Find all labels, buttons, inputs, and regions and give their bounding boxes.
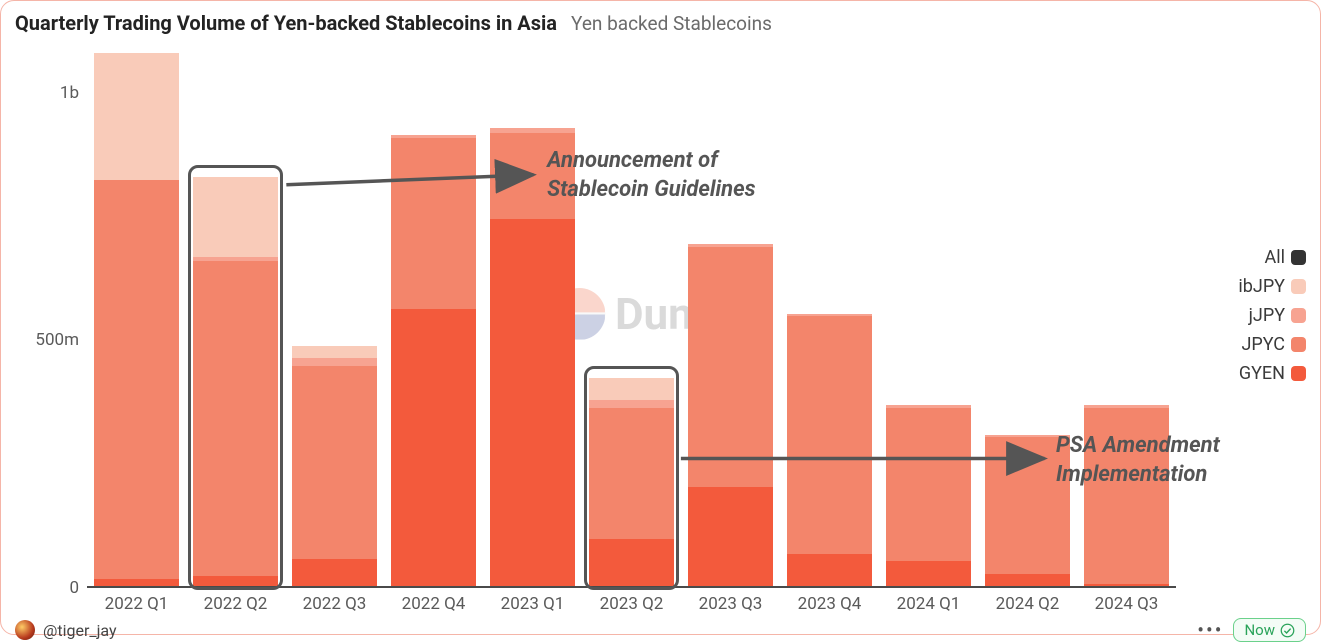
- stacked-bar[interactable]: [787, 314, 872, 586]
- bar-slot: [186, 43, 285, 586]
- bar-slot: [384, 43, 483, 586]
- y-tick-label: 500m: [35, 330, 79, 350]
- bar-slot: [582, 43, 681, 586]
- bar-slot: [87, 43, 186, 586]
- stacked-bar[interactable]: [688, 244, 773, 586]
- bar-segment-JPYC[interactable]: [985, 437, 1070, 573]
- checkmark-circle-icon: [1280, 623, 1295, 638]
- x-tick-label: 2024 Q2: [978, 594, 1077, 614]
- bar-slot: [879, 43, 978, 586]
- bar-segment-ibJPY[interactable]: [94, 53, 179, 179]
- x-tick-label: 2022 Q1: [87, 594, 186, 614]
- bar-segment-GYEN[interactable]: [589, 539, 674, 586]
- bar-slot: [780, 43, 879, 586]
- y-axis: 0500m1b: [15, 43, 87, 588]
- legend-label: All: [1265, 247, 1286, 268]
- bars-row: [87, 43, 1176, 586]
- legend-item-jJPY[interactable]: jJPY: [1188, 305, 1306, 326]
- x-tick-label: 2024 Q1: [879, 594, 978, 614]
- bar-segment-JPYC[interactable]: [292, 366, 377, 559]
- x-tick-label: 2023 Q4: [780, 594, 879, 614]
- legend-item-ibJPY[interactable]: ibJPY: [1188, 276, 1306, 297]
- bar-segment-GYEN[interactable]: [688, 487, 773, 586]
- stacked-bar[interactable]: [193, 177, 278, 586]
- bar-segment-JPYC[interactable]: [886, 408, 971, 562]
- bar-segment-JPYC[interactable]: [688, 247, 773, 487]
- x-axis-labels: 2022 Q12022 Q22022 Q32022 Q42023 Q12023 …: [87, 594, 1176, 614]
- stacked-bar[interactable]: [391, 135, 476, 586]
- bar-slot: [978, 43, 1077, 586]
- legend-label: ibJPY: [1238, 276, 1285, 297]
- bar-segment-GYEN[interactable]: [1084, 584, 1169, 586]
- stacked-bar[interactable]: [94, 53, 179, 586]
- legend-item-all[interactable]: All: [1188, 247, 1306, 268]
- bar-segment-JPYC[interactable]: [94, 180, 179, 579]
- bar-segment-ibJPY[interactable]: [193, 177, 278, 256]
- chart-title: Quarterly Trading Volume of Yen-backed S…: [15, 11, 557, 35]
- legend-swatch-icon: [1291, 308, 1306, 323]
- chart-card: Quarterly Trading Volume of Yen-backed S…: [0, 0, 1321, 635]
- bar-segment-JPYC[interactable]: [589, 408, 674, 539]
- legend: All ibJPY jJPY JPYC GYEN: [1176, 43, 1306, 588]
- bar-segment-ibJPY[interactable]: [589, 378, 674, 400]
- bar-slot: [285, 43, 384, 586]
- x-tick-label: 2023 Q3: [681, 594, 780, 614]
- bar-segment-GYEN[interactable]: [985, 574, 1070, 586]
- plot-area: Dune Announcement ofStablecoin Guideline…: [87, 43, 1176, 588]
- y-tick-label: 0: [69, 578, 79, 598]
- x-tick-label: 2022 Q3: [285, 594, 384, 614]
- x-tick-label: 2023 Q2: [582, 594, 681, 614]
- stacked-bar[interactable]: [886, 405, 971, 586]
- legend-swatch-icon: [1291, 337, 1306, 352]
- stacked-bar[interactable]: [490, 128, 575, 586]
- legend-label: jJPY: [1249, 305, 1285, 326]
- x-tick-label: 2022 Q2: [186, 594, 285, 614]
- bar-segment-JPYC[interactable]: [787, 316, 872, 554]
- now-label: Now: [1244, 621, 1275, 639]
- author[interactable]: @tiger_jay: [15, 620, 117, 640]
- chart-subtitle: Yen backed Stablecoins: [571, 12, 772, 35]
- legend-label: JPYC: [1241, 334, 1285, 355]
- legend-item-JPYC[interactable]: JPYC: [1188, 334, 1306, 355]
- bar-slot: [1077, 43, 1176, 586]
- bar-slot: [483, 43, 582, 586]
- x-tick-label: 2024 Q3: [1077, 594, 1176, 614]
- stacked-bar[interactable]: [589, 378, 674, 586]
- bar-segment-GYEN[interactable]: [391, 309, 476, 586]
- bar-segment-GYEN[interactable]: [292, 559, 377, 586]
- legend-label: GYEN: [1239, 363, 1285, 384]
- bar-segment-GYEN[interactable]: [886, 561, 971, 586]
- bar-segment-JPYC[interactable]: [193, 261, 278, 576]
- bar-segment-GYEN[interactable]: [94, 579, 179, 586]
- stacked-bar[interactable]: [985, 435, 1070, 586]
- y-tick-label: 1b: [60, 83, 79, 103]
- bar-segment-JPYC[interactable]: [490, 133, 575, 220]
- bar-segment-GYEN[interactable]: [490, 219, 575, 586]
- author-handle: @tiger_jay: [43, 621, 117, 640]
- stacked-bar[interactable]: [292, 346, 377, 586]
- bar-segment-JPYC[interactable]: [1084, 408, 1169, 584]
- legend-swatch-icon: [1291, 366, 1306, 381]
- chart-area: 0500m1b Dune Announ: [15, 43, 1306, 588]
- bar-segment-jJPY[interactable]: [589, 400, 674, 407]
- bar-segment-GYEN[interactable]: [787, 554, 872, 586]
- stacked-bar[interactable]: [1084, 405, 1169, 586]
- bar-segment-ibJPY[interactable]: [292, 346, 377, 358]
- chart-header: Quarterly Trading Volume of Yen-backed S…: [15, 11, 1306, 35]
- x-tick-label: 2023 Q1: [483, 594, 582, 614]
- bar-slot: [681, 43, 780, 586]
- bar-segment-jJPY[interactable]: [292, 358, 377, 365]
- x-tick-label: 2022 Q4: [384, 594, 483, 614]
- author-avatar-icon: [15, 620, 35, 640]
- legend-swatch-icon: [1291, 279, 1306, 294]
- bar-segment-GYEN[interactable]: [193, 576, 278, 586]
- bar-segment-JPYC[interactable]: [391, 138, 476, 309]
- more-menu-icon[interactable]: •••: [1197, 618, 1223, 642]
- legend-item-GYEN[interactable]: GYEN: [1188, 363, 1306, 384]
- card-footer: @tiger_jay ••• Now: [15, 618, 1306, 642]
- refresh-now-pill[interactable]: Now: [1233, 618, 1306, 642]
- legend-swatch-icon: [1291, 250, 1306, 265]
